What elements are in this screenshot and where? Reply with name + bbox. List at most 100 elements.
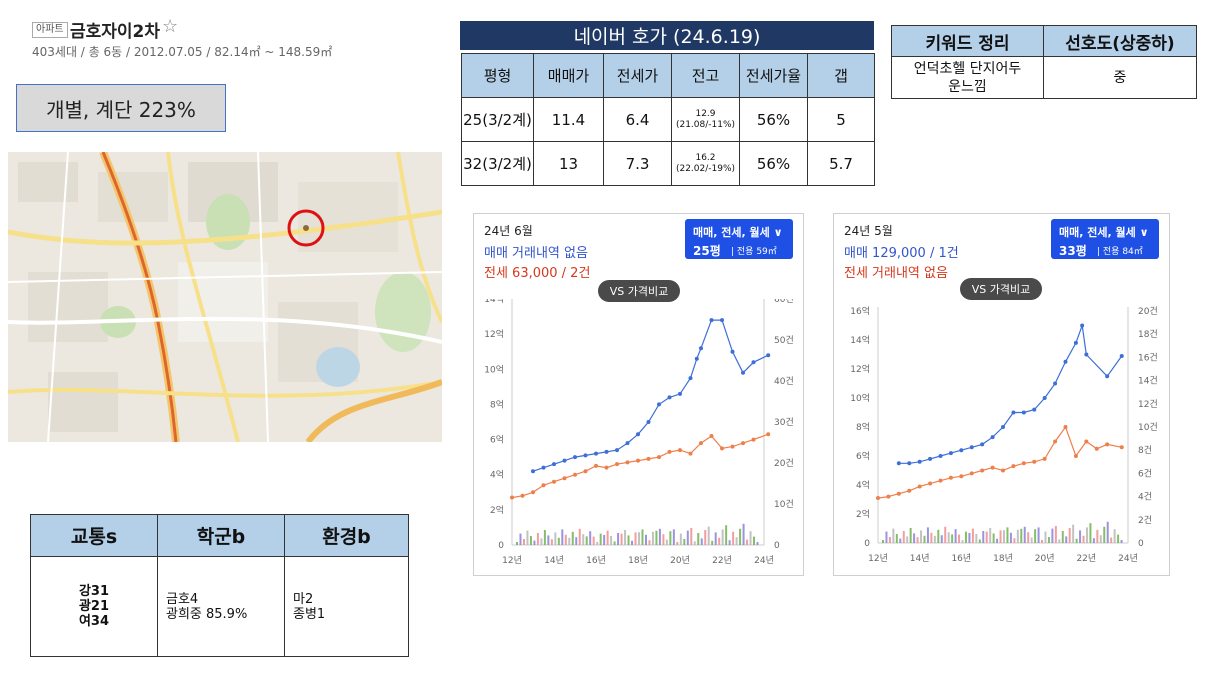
col-header-gap: 갭 [807,53,875,98]
volume-bar [882,540,884,543]
volume-bar [920,530,923,543]
volume-bar [1120,540,1123,543]
jeonse-point [928,481,933,486]
vs-compare-button[interactable]: VS 가격비교 [598,280,680,302]
volume-bar [683,539,686,545]
sale-point [730,349,735,354]
volume-bar [1089,523,1092,543]
x-tick-label: 24년 [754,555,774,566]
volume-bar [753,536,756,545]
x-tick-label: 20년 [670,555,690,566]
map-image[interactable] [8,152,442,442]
y-tick-label: 4억 [490,469,504,481]
jeonse-point [917,484,922,489]
jeonse-point [766,432,771,437]
volume-bar [940,535,943,543]
apt-type-badge: 아파트 [32,22,68,38]
volume-bar [933,535,936,543]
volume-bar [638,532,640,545]
volume-bar [550,539,553,545]
volume-bar [1106,521,1109,543]
y-tick-label: 14억 [850,334,870,346]
volume-bar [543,530,546,545]
volume-bar [1082,535,1085,543]
y-tick-label: 6억 [490,434,504,446]
y-tick-label: 12억 [484,328,504,340]
trade-type-dropdown[interactable]: 매매, 전세, 월세 ∨ 33평 | 전용 84㎡ [1051,219,1159,259]
trade-type-label: 매매, 전세, 월세 ∨ [1059,226,1149,239]
sale-point [1032,407,1037,412]
pyeong-label: 33평 [1059,244,1087,258]
sale-point [594,451,598,456]
area-label: | 전용 84㎡ [1097,247,1143,257]
volume-bar [1016,529,1019,543]
volume-bar [704,530,707,545]
sale-point [688,376,693,381]
keyword-cell: 언덕초헬 단지어두운느낌 [891,56,1044,99]
volume-bar [1092,538,1095,543]
volume-bar [606,530,609,545]
volume-bar [718,537,721,545]
volume-bar [1054,526,1057,543]
y2-tick-label: 20건 [1138,306,1158,317]
col-header-preference: 선호도(상중하) [1043,25,1197,57]
jeonse-point [1021,461,1026,466]
jeonse-point [594,463,598,468]
star-icon[interactable]: ☆ [162,16,179,37]
col-header-transport: 교통s [30,514,158,557]
x-tick-label: 16년 [951,553,971,564]
cell-ratio: 56% [739,141,808,186]
jeonse-point [688,451,693,456]
volume-bar [1044,531,1047,543]
price-chart-panel-33: 24년 5월 매매 129,000 / 1건 전세 거래내역 없음 매매, 전세… [833,213,1170,576]
sale-point [741,370,745,375]
volume-bar [742,523,745,545]
sale-point [699,346,703,351]
volume-bar [516,542,518,545]
vs-compare-button[interactable]: VS 가격비교 [960,278,1042,300]
table-row: 32(3/2계) 13 7.3 16.2 (22.02/-19%) 56% 5.… [461,141,875,186]
jeonse-point [730,444,735,449]
jeonse-point [751,437,756,442]
jeonse-point [678,448,682,453]
x-tick-label: 18년 [628,555,648,566]
volume-bar [536,533,539,545]
jeonse-point [709,434,714,439]
volume-bar [937,529,940,543]
x-tick-label: 24년 [1118,553,1138,564]
cell-high: 16.2 (22.02/-19%) [671,141,740,186]
apt-name[interactable]: 금호자이2차 [70,22,161,42]
sale-point [562,458,567,463]
volume-bar [690,528,693,545]
y2-tick-label: 10건 [1138,422,1158,433]
volume-bar [721,529,724,545]
volume-bar [1110,537,1113,543]
volume-bar [909,528,912,543]
trade-type-dropdown[interactable]: 매매, 전세, 월세 ∨ 25평 | 전용 59㎡ [685,219,793,259]
volume-bar [756,542,759,545]
volume-bar [923,535,926,543]
volume-bar [1037,527,1040,543]
sale-point [1063,359,1068,364]
volume-bar [1072,524,1075,543]
school-line: 광희중 85.9% [166,606,248,622]
y2-tick-label: 2건 [1138,515,1152,526]
jeonse-point [886,494,891,499]
volume-bar [951,534,954,543]
jeonse-point [541,483,546,488]
volume-bar [732,531,735,545]
volume-bar [1075,538,1078,543]
pyeong-label: 25평 [693,244,721,258]
keyword-text: 언덕초헬 단지어두운느낌 [913,60,1022,95]
y2-tick-label: 8건 [1138,445,1152,456]
volume-bar [1113,529,1116,543]
y-tick-label: 10억 [850,392,870,404]
trade-type-label: 매매, 전세, 월세 ∨ [693,226,783,239]
hoga-title: 네이버 호가 (24.6.19) [460,21,874,50]
cell-ratio: 56% [739,97,808,142]
sale-point [1080,323,1085,328]
area-label: | 전용 59㎡ [731,247,777,257]
jeonse-point [948,475,953,480]
x-tick-label: 14년 [544,555,564,566]
volume-bar [665,539,668,545]
